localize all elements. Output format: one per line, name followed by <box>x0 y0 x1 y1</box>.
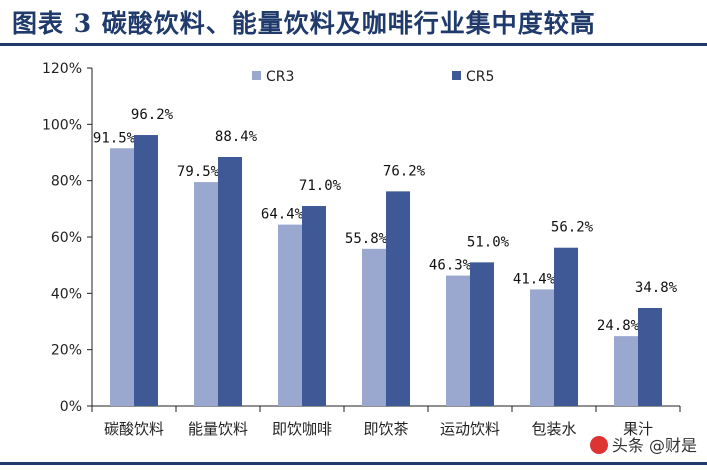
x-tick-label: 能量饮料 <box>188 420 248 438</box>
y-tick-label: 20% <box>51 343 82 359</box>
y-tick-label: 80% <box>51 174 82 190</box>
y-tick-label: 100% <box>42 117 82 133</box>
data-label-cr3: 64.4% <box>261 207 304 223</box>
data-label-cr5: 34.8% <box>635 280 678 296</box>
watermark-text: 头条 @财是 <box>611 436 697 455</box>
bar-cr5 <box>638 307 662 406</box>
data-label-cr5: 71.0% <box>299 178 342 194</box>
bar-cr3 <box>278 224 302 406</box>
bar-cr3 <box>362 248 386 406</box>
data-label-cr3: 79.5% <box>177 164 220 180</box>
legend-label-cr3: CR3 <box>266 69 294 85</box>
bar-cr3 <box>614 336 638 406</box>
bar-cr3 <box>446 275 470 406</box>
bar-cr3 <box>110 148 134 406</box>
data-label-cr3: 24.8% <box>597 318 640 334</box>
bar-cr5 <box>386 191 410 406</box>
data-label-cr3: 41.4% <box>513 271 556 287</box>
watermark: 头条 @财是 <box>589 432 697 456</box>
data-label-cr5: 51.0% <box>467 234 510 250</box>
legend-swatch-cr5 <box>452 71 461 80</box>
data-label-cr5: 96.2% <box>131 107 174 123</box>
bar-cr5 <box>470 262 494 406</box>
bottom-rule <box>0 462 707 465</box>
data-label-cr5: 88.4% <box>215 129 258 145</box>
watermark-logo-icon <box>589 436 608 454</box>
x-tick-label: 即饮茶 <box>363 420 408 438</box>
legend-label-cr5: CR5 <box>466 69 494 85</box>
bar-cr5 <box>218 157 242 406</box>
bar-cr3 <box>530 289 554 406</box>
data-label-cr3: 46.3% <box>429 258 472 274</box>
legend-swatch-cr3 <box>252 71 261 80</box>
bar-cr5 <box>302 206 326 406</box>
bar-cr5 <box>554 247 578 406</box>
data-label-cr3: 55.8% <box>345 231 388 247</box>
x-tick-label: 即饮咖啡 <box>272 420 332 438</box>
data-label-cr5: 76.2% <box>383 163 426 179</box>
data-label-cr5: 56.2% <box>551 220 594 236</box>
figure-title: 图表 3 碳酸饮料、能量饮料及咖啡行业集中度较高 <box>12 9 596 38</box>
title-rule <box>0 43 707 46</box>
y-tick-label: 120% <box>42 61 82 77</box>
y-tick-label: 60% <box>51 230 82 246</box>
bar-cr5 <box>134 135 158 406</box>
bar-cr3 <box>194 182 218 406</box>
y-tick-label: 0% <box>60 399 82 415</box>
x-tick-label: 包装水 <box>531 420 576 438</box>
x-tick-label: 果汁 <box>623 420 653 438</box>
data-label-cr3: 91.5% <box>93 130 136 146</box>
x-tick-label: 运动饮料 <box>440 420 500 438</box>
x-tick-label: 碳酸饮料 <box>104 420 164 438</box>
y-tick-label: 40% <box>51 286 82 302</box>
